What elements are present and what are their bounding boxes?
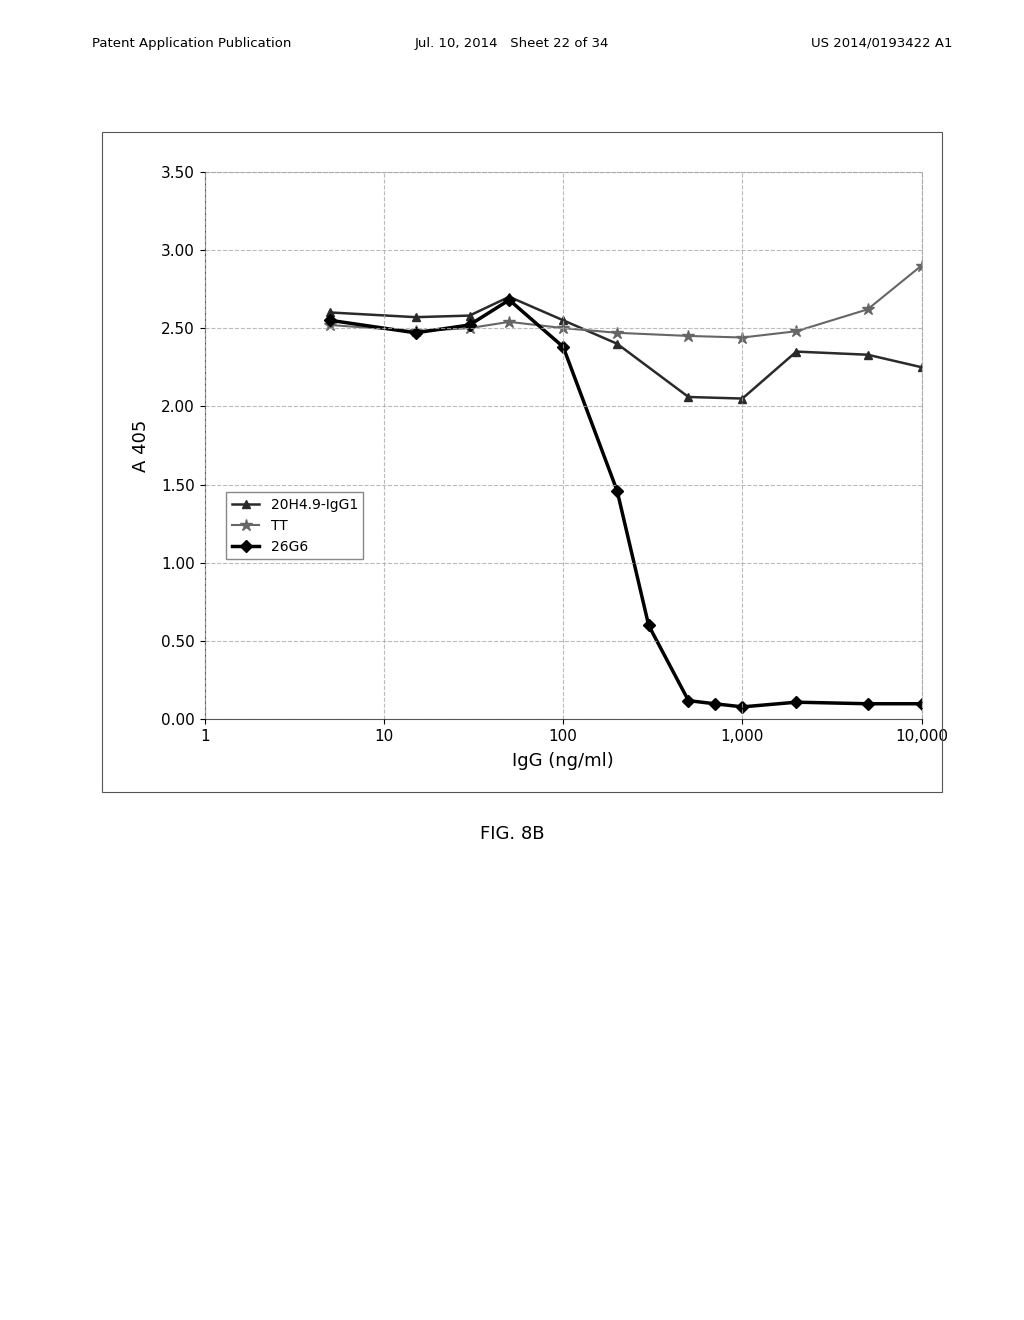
26G6 (611, 483, 624, 499)
Line: 26G6: 26G6 (326, 296, 926, 711)
26G6 (791, 694, 803, 710)
26G6 (709, 696, 721, 711)
TT (791, 323, 803, 339)
26G6 (682, 693, 694, 709)
26G6 (557, 339, 569, 355)
Text: Patent Application Publication: Patent Application Publication (92, 37, 292, 50)
Text: FIG. 8B: FIG. 8B (480, 825, 544, 843)
TT (736, 330, 749, 346)
20H4.9-IgG1 (611, 335, 624, 351)
20H4.9-IgG1 (503, 289, 515, 305)
20H4.9-IgG1 (410, 309, 422, 325)
20H4.9-IgG1 (791, 343, 803, 359)
26G6 (503, 292, 515, 308)
26G6 (324, 313, 336, 329)
20H4.9-IgG1 (463, 308, 475, 323)
TT (503, 314, 515, 330)
TT (324, 317, 336, 333)
26G6 (463, 317, 475, 333)
26G6 (410, 325, 422, 341)
TT (410, 323, 422, 339)
X-axis label: IgG (ng/ml): IgG (ng/ml) (512, 752, 614, 771)
TT (861, 301, 873, 317)
Line: 20H4.9-IgG1: 20H4.9-IgG1 (326, 293, 926, 403)
TT (611, 325, 624, 341)
Text: US 2014/0193422 A1: US 2014/0193422 A1 (811, 37, 952, 50)
Legend: 20H4.9-IgG1, TT, 26G6: 20H4.9-IgG1, TT, 26G6 (226, 492, 364, 560)
TT (682, 327, 694, 343)
26G6 (736, 700, 749, 715)
26G6 (861, 696, 873, 711)
Line: TT: TT (324, 259, 928, 343)
Text: Jul. 10, 2014   Sheet 22 of 34: Jul. 10, 2014 Sheet 22 of 34 (415, 37, 609, 50)
20H4.9-IgG1 (324, 305, 336, 321)
TT (557, 321, 569, 337)
20H4.9-IgG1 (736, 391, 749, 407)
TT (463, 321, 475, 337)
TT (915, 257, 928, 273)
26G6 (642, 618, 654, 634)
20H4.9-IgG1 (915, 359, 928, 375)
20H4.9-IgG1 (557, 313, 569, 329)
Y-axis label: A 405: A 405 (132, 420, 151, 471)
20H4.9-IgG1 (682, 389, 694, 405)
20H4.9-IgG1 (861, 347, 873, 363)
26G6 (915, 696, 928, 711)
